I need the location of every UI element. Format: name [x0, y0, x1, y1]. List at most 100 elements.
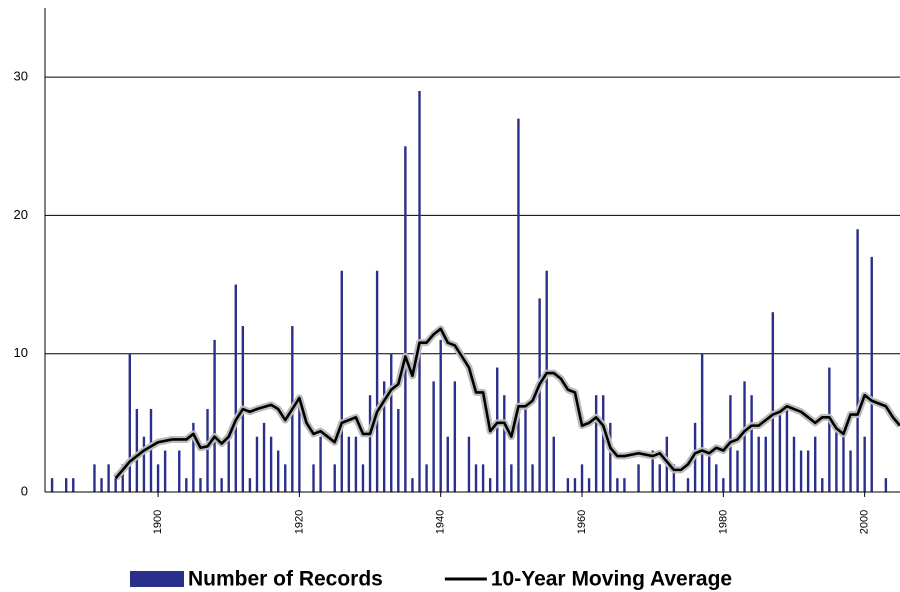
- bar: [128, 353, 131, 492]
- bar: [510, 464, 513, 492]
- bar: [792, 436, 796, 492]
- bar: [531, 464, 534, 492]
- bar: [594, 395, 598, 492]
- bar: [538, 298, 541, 492]
- bar: [686, 478, 690, 492]
- bar: [467, 436, 471, 492]
- bar: [616, 478, 619, 492]
- bar: [566, 478, 570, 492]
- legend-swatch: [130, 571, 184, 587]
- bar: [799, 450, 803, 492]
- bar: [425, 464, 428, 492]
- bar: [361, 464, 365, 492]
- bar: [481, 464, 485, 492]
- line: [114, 327, 900, 480]
- bar: [135, 409, 139, 492]
- bar: [453, 381, 457, 492]
- bar: [284, 464, 287, 492]
- bar: [849, 450, 852, 492]
- bar: [821, 478, 824, 492]
- bar: [276, 450, 280, 492]
- bar: [255, 436, 259, 492]
- bar: [418, 90, 421, 492]
- bar: [107, 464, 110, 492]
- bar: [397, 409, 400, 492]
- bar: [609, 422, 612, 492]
- bar: [778, 409, 782, 492]
- bar: [354, 436, 358, 492]
- bar: [496, 367, 499, 492]
- x-tick-label: 2000: [859, 510, 871, 534]
- bar: [637, 464, 640, 492]
- bar: [771, 312, 775, 492]
- bar: [432, 381, 435, 492]
- bar: [757, 436, 760, 492]
- bar: [149, 409, 153, 492]
- bar: [708, 450, 711, 492]
- bar: [333, 464, 336, 492]
- bar: [828, 367, 831, 492]
- bar: [375, 270, 379, 492]
- bar: [114, 478, 117, 492]
- legend-label: 10-Year Moving Average: [491, 568, 732, 591]
- bar: [856, 229, 859, 492]
- bar: [503, 395, 506, 492]
- bar: [736, 450, 739, 492]
- bar: [439, 339, 442, 492]
- bar: [750, 395, 753, 492]
- bar: [100, 478, 103, 492]
- bar: [764, 436, 767, 492]
- bar: [312, 464, 315, 492]
- bar: [156, 464, 160, 492]
- bar: [474, 464, 478, 492]
- bar: [64, 478, 68, 492]
- bar: [227, 436, 230, 492]
- bar: [651, 450, 654, 492]
- bar: [863, 436, 866, 492]
- bar: [234, 284, 237, 492]
- bar: [192, 422, 195, 492]
- bar: [658, 464, 661, 492]
- bar: [446, 436, 449, 492]
- bar: [50, 478, 54, 492]
- bar: [715, 464, 718, 492]
- bar: [517, 118, 520, 492]
- x-tick-label: 1960: [576, 510, 588, 534]
- bar: [700, 353, 704, 492]
- bar: [121, 464, 124, 492]
- bar: [884, 478, 888, 492]
- bar: [552, 436, 555, 492]
- bar: [524, 409, 527, 492]
- bar: [163, 450, 167, 492]
- x-tick-label: 1940: [435, 510, 447, 534]
- bar: [587, 478, 591, 492]
- bar: [319, 436, 322, 492]
- bar: [602, 395, 605, 492]
- bar: [623, 478, 626, 492]
- bar: [870, 256, 873, 492]
- bar: [220, 478, 223, 492]
- bar: [382, 381, 386, 492]
- bar: [814, 436, 817, 492]
- bar: [404, 146, 407, 493]
- bar: [806, 450, 810, 492]
- y-tick-label: 0: [21, 483, 28, 498]
- bar: [580, 464, 584, 492]
- bar: [368, 395, 372, 492]
- bar: [573, 478, 577, 492]
- bar: [298, 395, 301, 492]
- bar: [722, 478, 725, 492]
- bar: [672, 464, 676, 492]
- bar: [842, 436, 845, 492]
- bar: [347, 436, 351, 492]
- legend-label: Number of Records: [188, 568, 383, 591]
- bar: [835, 422, 838, 492]
- bar: [93, 464, 96, 492]
- bar: [488, 478, 492, 492]
- bar: [411, 478, 414, 492]
- bar: [142, 436, 146, 492]
- bar: [743, 381, 746, 492]
- bar: [72, 478, 75, 492]
- bar: [199, 478, 202, 492]
